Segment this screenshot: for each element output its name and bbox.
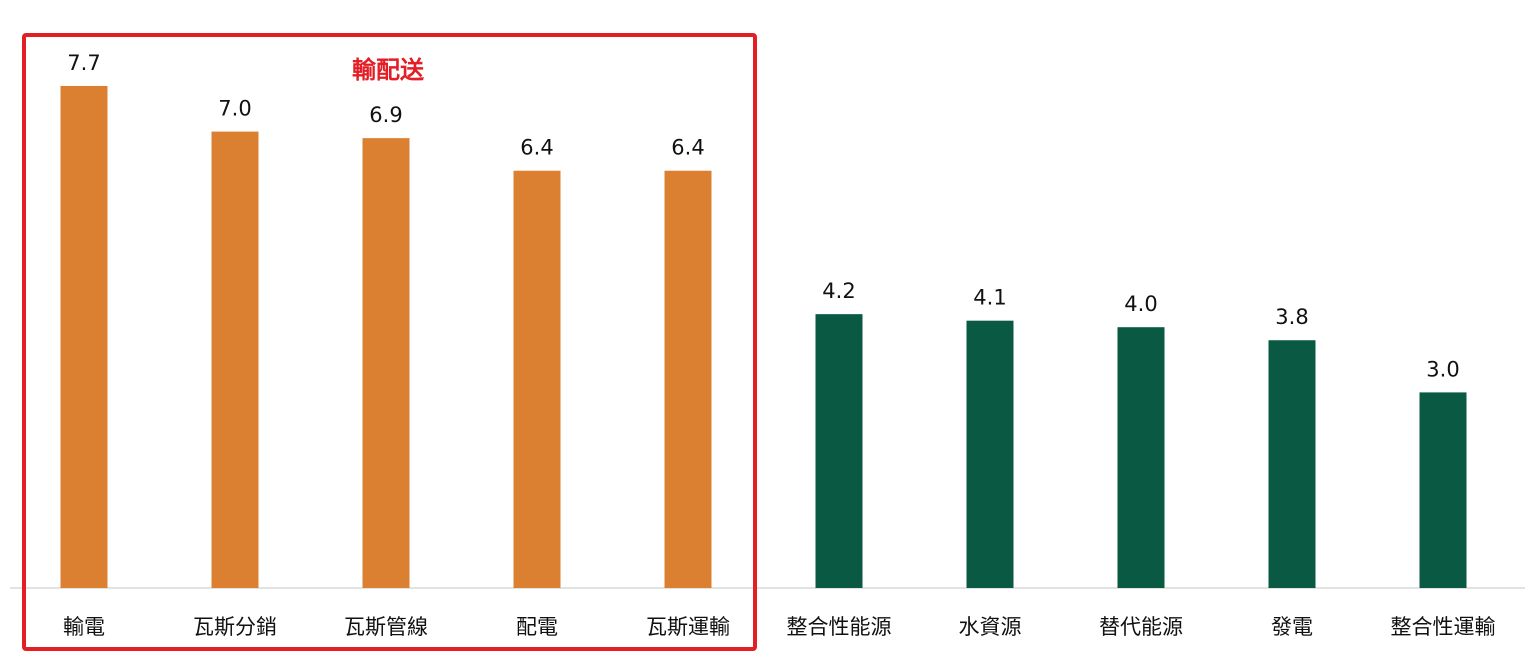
bar-8 <box>1268 340 1316 588</box>
bar-9 <box>1419 392 1467 588</box>
value-label-2: 6.9 <box>369 103 402 127</box>
value-label-1: 7.0 <box>218 97 251 121</box>
highlight-title: 輸配送 <box>352 56 425 84</box>
category-label-5: 整合性能源 <box>787 615 892 639</box>
category-label-4: 瓦斯運輸 <box>646 615 730 639</box>
value-label-8: 3.8 <box>1275 305 1308 329</box>
category-labels-group: 輸電 瓦斯分銷 瓦斯管線 配電 瓦斯運輸 整合性能源 水資源 替代能源 發電 整合性運輸 <box>63 615 1496 639</box>
value-label-5: 4.2 <box>822 279 855 303</box>
bar-0 <box>60 85 108 589</box>
value-label-0: 7.7 <box>67 51 100 75</box>
category-label-7: 替代能源 <box>1099 615 1183 639</box>
category-label-8: 發電 <box>1271 615 1313 639</box>
category-label-1: 瓦斯分銷 <box>193 615 277 639</box>
bar-2 <box>362 138 410 588</box>
value-label-9: 3.0 <box>1426 357 1459 381</box>
value-labels-group: 7.7 7.0 6.9 6.4 6.4 4.2 4.1 4.0 3.8 3.0 <box>67 51 1459 381</box>
bars-group <box>60 85 1467 589</box>
value-label-7: 4.0 <box>1124 292 1157 316</box>
bar-5 <box>815 314 863 588</box>
category-label-6: 水資源 <box>959 615 1022 639</box>
value-label-6: 4.1 <box>973 286 1006 310</box>
value-label-4: 6.4 <box>671 136 704 160</box>
bar-6 <box>966 320 1014 588</box>
category-label-2: 瓦斯管線 <box>344 615 428 639</box>
bar-1 <box>211 131 259 588</box>
category-label-9: 整合性運輸 <box>1391 615 1496 639</box>
bar-4 <box>664 170 712 588</box>
bar-7 <box>1117 327 1165 588</box>
category-label-0: 輸電 <box>63 615 105 639</box>
highlight-box <box>22 33 757 651</box>
category-label-3: 配電 <box>516 615 558 639</box>
value-label-3: 6.4 <box>520 136 553 160</box>
bar-3 <box>513 170 561 588</box>
